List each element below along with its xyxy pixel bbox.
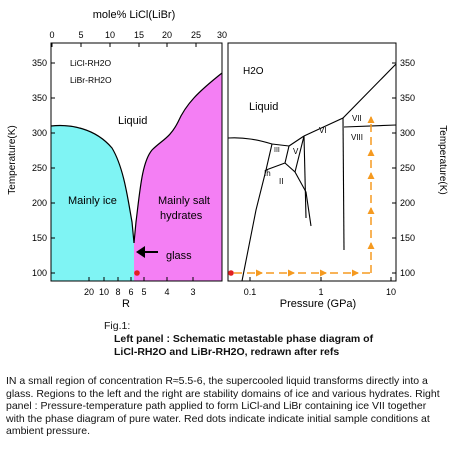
right-x-tick-label: 1: [318, 287, 323, 297]
left-bottom-axis-label: R: [122, 298, 130, 310]
left-top-tick-label: 5: [78, 30, 83, 40]
phase-ii-label: II: [279, 177, 283, 186]
salt-hydrates-label-line2: hydrates: [160, 210, 203, 222]
glass-label: glass: [166, 250, 192, 262]
left-y-tick-label: 300: [32, 128, 47, 138]
right-y-tick-label: 300: [400, 128, 415, 138]
right-y-tick-label: 100: [400, 268, 415, 278]
left-bottom-tick-label: 10: [99, 287, 109, 297]
system-label-licl: LiCl-RH2O: [70, 58, 111, 68]
right-y-tick-label: 350: [400, 93, 415, 103]
ii-v-boundary: [284, 162, 312, 227]
v-vi-boundary: [294, 135, 305, 173]
right-y-tick-label: 350: [400, 58, 415, 68]
left-y-tick-label: 250: [32, 163, 47, 173]
phase-ih-label: Ih: [264, 169, 271, 178]
ice-region: [51, 125, 134, 281]
mainly-ice-label: Mainly ice: [68, 195, 117, 207]
vi-lower-boundary: [303, 135, 307, 219]
pt-path: [234, 116, 375, 277]
ice-liquidus-curve: [50, 124, 135, 244]
phase-diagram-figure: mole% LiCl(LiBr) 0 5 10 15 20 25 30: [7, 9, 448, 310]
right-y-axis-label: Temperature(K): [437, 125, 448, 194]
right-x-tick-label: 0.1: [244, 287, 257, 297]
left-bottom-tick-label: 4: [164, 287, 169, 297]
vii-viii-boundary: [343, 124, 397, 128]
figure-description: IN a small region of concentration R≈5.5…: [6, 375, 440, 438]
left-y-tick-label: 200: [32, 198, 47, 208]
right-y-tick-label: 200: [400, 198, 415, 208]
left-y-tick-label: 350: [32, 93, 47, 103]
left-bottom-tick-label: 6: [128, 287, 133, 297]
right-y-tick-label: 250: [400, 163, 415, 173]
right-y-tick-label: 150: [400, 233, 415, 243]
left-top-axis-label: mole% LiCl(LiBr): [93, 9, 176, 21]
left-plot-frame: [50, 42, 223, 282]
h2o-label: H2O: [243, 66, 264, 77]
phase-vi-label: VI: [319, 126, 327, 135]
hydrate-liquidus-curve: [133, 72, 223, 244]
right-plot-frame: [227, 42, 397, 282]
salt-region: [134, 73, 222, 281]
right-panel: Ih II III V VI VII VIII H2O Liquid 100: [227, 42, 448, 310]
iii-liquid-line: [271, 143, 290, 147]
v-liquid-line: [288, 135, 305, 147]
system-label-libr: LiBr-RH2O: [70, 75, 112, 85]
salt-hydrates-label-line1: Mainly salt: [158, 195, 210, 207]
caption-line-1: Left panel : Schematic metastable phase …: [114, 333, 374, 345]
figure-number: Fig.1:: [104, 320, 131, 332]
left-top-tick-label: 20: [162, 30, 172, 40]
left-y-tick-label: 100: [32, 268, 47, 278]
right-liquid-label: Liquid: [249, 101, 278, 113]
vi-vii-boundary: [342, 117, 345, 251]
left-panel: mole% LiCl(LiBr) 0 5 10 15 20 25 30: [7, 9, 227, 310]
ih-melting-line: [227, 137, 273, 145]
right-initial-dot: [228, 270, 234, 276]
figure-caption: Fig.1: Left panel : Schematic metastable…: [104, 320, 434, 359]
left-bottom-tick-label: 20: [84, 287, 94, 297]
phase-viii-label: VIII: [351, 133, 363, 142]
caption-line-2: LiCl-RH2O and LiBr-RH2O, redrawn after r…: [114, 346, 340, 358]
left-top-tick-label: 10: [105, 30, 115, 40]
left-top-tick-label: 25: [191, 30, 201, 40]
left-y-tick-label: 350: [32, 58, 47, 68]
left-bottom-tick-label: 3: [190, 287, 195, 297]
glass-arrow-head: [136, 246, 145, 258]
right-x-tick-label: 10: [386, 287, 396, 297]
left-bottom-tick-label: 8: [115, 287, 120, 297]
left-y-axis-label: Temperature(K): [7, 125, 18, 194]
ih-boundary: [241, 143, 273, 282]
phase-vii-label: VII: [352, 114, 362, 123]
right-x-axis-label: Pressure (GPa): [280, 298, 356, 310]
left-initial-dot: [134, 270, 140, 276]
left-top-tick-label: 30: [217, 30, 227, 40]
left-liquid-label: Liquid: [118, 115, 147, 127]
left-bottom-tick-label: 5: [141, 287, 146, 297]
left-y-tick-label: 150: [32, 233, 47, 243]
left-top-tick-label: 15: [134, 30, 144, 40]
phase-v-label: V: [293, 147, 299, 156]
phase-iii-label: III: [274, 147, 280, 154]
left-top-tick-label: 0: [49, 30, 54, 40]
